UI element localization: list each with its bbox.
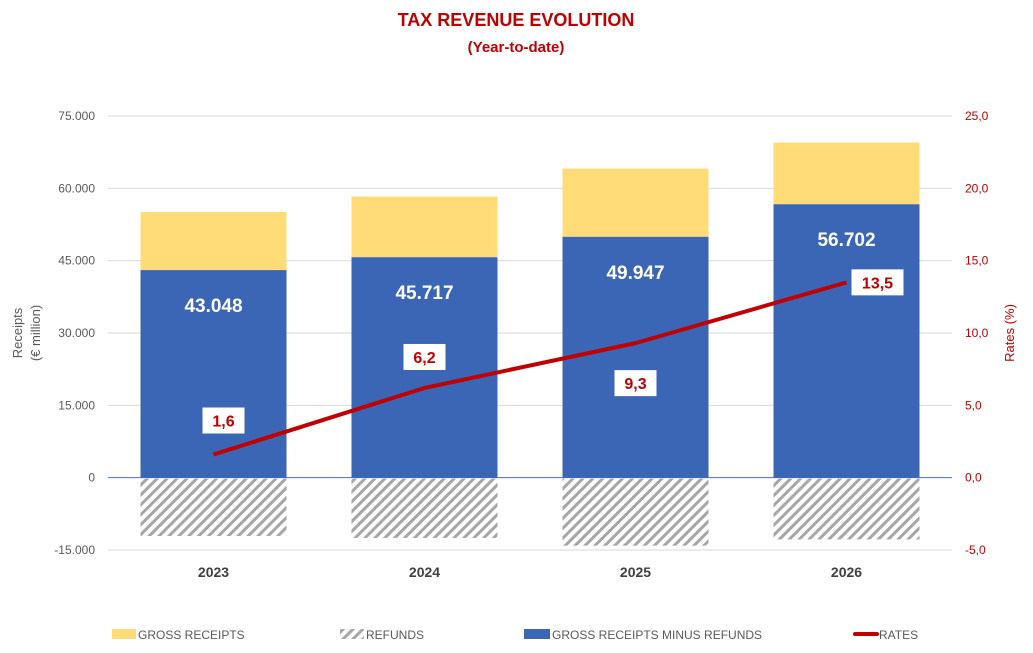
y-right-tick-label: 10,0 — [965, 326, 989, 340]
gross-receipts-bar — [351, 196, 498, 258]
legend-label: GROSS RECEIPTS — [138, 628, 245, 642]
rate-data-label: 6,2 — [413, 350, 435, 367]
refunds-bar — [140, 478, 287, 537]
net-receipts-bar — [140, 270, 287, 478]
rate-data-label: 1,6 — [212, 414, 234, 431]
refunds-bar — [773, 478, 920, 540]
refunds-bar — [351, 478, 498, 538]
legend-label: RATES — [879, 628, 918, 642]
gross-receipts-bar — [773, 142, 920, 205]
net-receipts-data-label: 56.702 — [817, 230, 875, 251]
net-receipts-data-label: 45.717 — [395, 283, 453, 304]
gross-receipts-bar — [562, 168, 709, 237]
y-right-tick-label: 5,0 — [965, 398, 982, 412]
rate-label-box — [851, 269, 904, 296]
legend-label: GROSS RECEIPTS MINUS REFUNDS — [552, 628, 762, 642]
legend-swatch-net-receipts — [524, 629, 550, 639]
y-left-tick-label: -15.000 — [54, 543, 95, 557]
y-left-label-line1: Receipts — [10, 307, 25, 358]
net-receipts-bar — [562, 236, 709, 478]
rate-label-box — [403, 343, 446, 370]
x-tick-label: 2026 — [831, 564, 862, 580]
y-right-label: Rates (%) — [1002, 304, 1017, 362]
y-right-tick-label: 20,0 — [965, 181, 989, 195]
y-left-tick-label: 0 — [88, 471, 95, 485]
net-receipts-data-label: 43.048 — [184, 296, 242, 317]
legend-swatch-refunds — [340, 629, 364, 639]
chart-subtitle: (Year-to-date) — [468, 39, 565, 56]
gross-receipts-bar — [140, 211, 287, 271]
y-right-tick-label: 15,0 — [965, 254, 989, 268]
rate-label-box — [614, 370, 657, 397]
y-right-tick-label: 25,0 — [965, 109, 989, 123]
x-tick-label: 2025 — [620, 564, 651, 580]
y-left-tick-label: 45.000 — [58, 254, 95, 268]
y-right-tick-label: 0,0 — [965, 471, 982, 485]
net-receipts-bar — [773, 204, 920, 478]
y-left-tick-label: 60.000 — [58, 181, 95, 195]
y-left-label-line2: (€ million) — [28, 305, 43, 361]
legend-label: REFUNDS — [366, 628, 424, 642]
y-left-tick-label: 15.000 — [58, 398, 95, 412]
y-left-tick-label: 75.000 — [58, 109, 95, 123]
refunds-bar — [562, 478, 709, 546]
rates-line — [212, 280, 848, 457]
net-receipts-data-label: 49.947 — [606, 263, 664, 284]
rate-label-box — [202, 407, 245, 434]
rate-data-label: 9,3 — [624, 376, 646, 393]
rate-data-label: 13,5 — [862, 275, 893, 292]
y-left-tick-label: 30.000 — [58, 326, 95, 340]
legend-swatch-gross-receipts — [112, 629, 136, 639]
x-tick-label: 2024 — [409, 564, 440, 580]
x-tick-label: 2023 — [198, 564, 229, 580]
chart-title: TAX REVENUE EVOLUTION — [398, 10, 635, 30]
y-right-tick-label: -5,0 — [965, 543, 986, 557]
